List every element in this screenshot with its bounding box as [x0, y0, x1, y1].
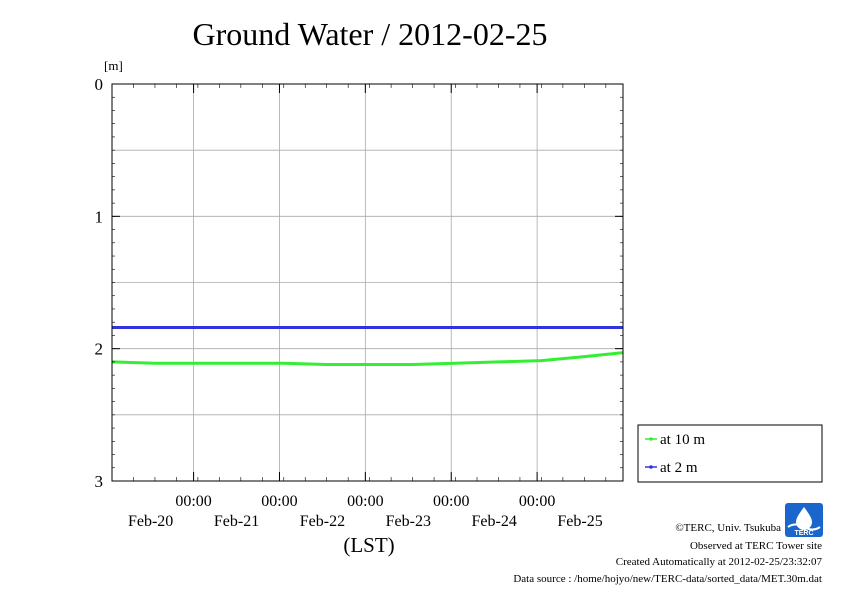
x-tick-date: Feb-20 — [128, 513, 173, 530]
legend-marker — [649, 437, 653, 441]
legend-label: at 10 m — [660, 432, 705, 448]
x-tick-time: 00:00 — [175, 493, 211, 510]
legend: at 10 m at 2 m — [637, 424, 823, 483]
x-tick-date: Feb-22 — [300, 513, 345, 530]
x-tick-date: Feb-21 — [214, 513, 259, 530]
legend-box — [637, 424, 823, 483]
x-tick-time: 00:00 — [261, 493, 297, 510]
logo-text: TERC — [794, 530, 813, 537]
series-line-1 — [111, 351, 624, 366]
terc-logo-icon: TERC — [785, 503, 823, 537]
y-ticks: 0 1 2 3 — [95, 75, 623, 491]
x-tick-time: 00:00 — [347, 493, 383, 510]
y-axis-unit: [m] — [104, 58, 123, 73]
footer-source: Data source : /home/hojyo/new/TERC-data/… — [513, 573, 822, 585]
series-layer — [111, 326, 624, 366]
x-axis-label: (LST) — [343, 533, 394, 557]
x-tick-time: 00:00 — [433, 493, 469, 510]
x-tick-date: Feb-25 — [557, 513, 602, 530]
y-tick-label: 3 — [95, 472, 104, 491]
y-tick-label: 0 — [95, 75, 104, 94]
legend-label: at 2 m — [660, 460, 698, 476]
chart-title: Ground Water / 2012-02-25 — [193, 16, 548, 52]
x-ticks: 00:00Feb-2000:00Feb-2100:00Feb-2200:00Fe… — [111, 84, 624, 530]
footer-observed: Observed at TERC Tower site — [690, 540, 822, 552]
footer-created: Created Automatically at 2012-02-25/23:3… — [616, 556, 823, 568]
footer-copyright: ©TERC, Univ. Tsukuba — [675, 522, 781, 534]
grid — [112, 84, 624, 481]
legend-marker — [649, 465, 653, 469]
x-tick-date: Feb-23 — [386, 513, 431, 530]
x-tick-time: 00:00 — [519, 493, 555, 510]
x-tick-date: Feb-24 — [472, 513, 517, 530]
y-tick-label: 1 — [95, 207, 104, 226]
y-tick-label: 2 — [95, 340, 104, 359]
